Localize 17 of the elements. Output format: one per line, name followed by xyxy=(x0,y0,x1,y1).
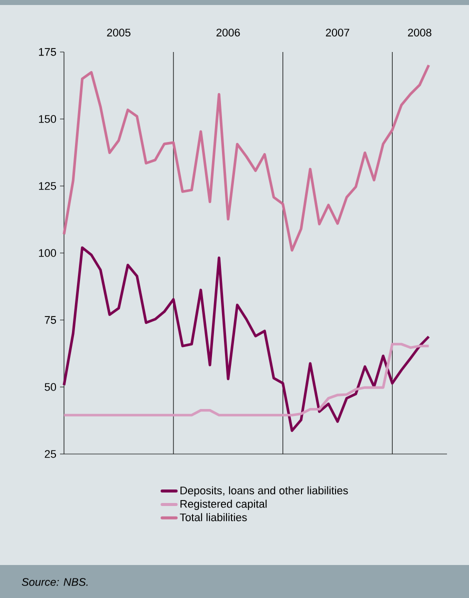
line-series xyxy=(62,64,430,252)
y-tick-label: 75 xyxy=(44,316,56,324)
source-note: Source: NBS. xyxy=(22,578,88,586)
line-series xyxy=(62,246,430,432)
legend-label: Registered capital xyxy=(180,500,267,510)
x-tick-label: 2005 xyxy=(107,28,130,36)
y-tick-label: 125 xyxy=(39,182,56,190)
legend-label: Total liabilities xyxy=(180,513,247,522)
y-tick-label: 100 xyxy=(39,249,56,257)
y-tick-label: 175 xyxy=(39,48,56,56)
x-tick-label: 2008 xyxy=(408,28,432,36)
x-tick-label: 2007 xyxy=(326,28,350,36)
y-tick-label: 50 xyxy=(44,383,56,391)
x-tick-label: 2006 xyxy=(216,28,240,36)
y-tick-label: 25 xyxy=(44,450,56,458)
y-tick-label: 150 xyxy=(39,115,56,123)
legend-label: Deposits, loans and other liabilities xyxy=(180,486,348,497)
